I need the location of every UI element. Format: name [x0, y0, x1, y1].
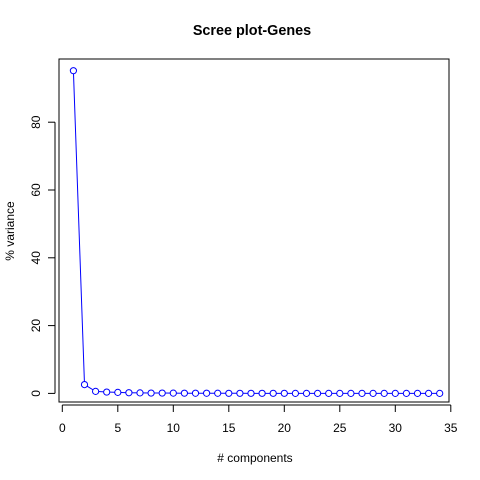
- y-tick-label: 80: [29, 115, 43, 129]
- data-point: [69, 67, 78, 75]
- y-tick-label: 40: [29, 251, 43, 265]
- data-point: [391, 389, 399, 397]
- data-point: [336, 389, 344, 397]
- data-point: [402, 389, 410, 397]
- x-tick-label: 15: [222, 421, 236, 435]
- data-point: [80, 380, 89, 389]
- x-tick-label: 5: [114, 421, 121, 435]
- y-axis: 0 20 40 60 80: [29, 115, 56, 397]
- data-point: [191, 389, 200, 397]
- data-point: [147, 389, 155, 397]
- series-line-group: [72, 70, 440, 394]
- data-point: [436, 389, 444, 397]
- data-point: [269, 389, 277, 397]
- data-point: [169, 389, 177, 397]
- data-point: [291, 389, 299, 397]
- data-point: [380, 389, 388, 397]
- data-point: [369, 389, 377, 397]
- x-tick-label: 20: [278, 421, 292, 435]
- plot-frame: [58, 58, 450, 403]
- data-point: [125, 389, 133, 397]
- data-point: [247, 389, 255, 397]
- data-point: [347, 389, 355, 397]
- data-point: [180, 389, 188, 397]
- data-point: [314, 389, 322, 397]
- chart-title: Scree plot-Genes: [193, 23, 311, 39]
- data-point: [302, 389, 311, 397]
- series-points-group: [69, 67, 444, 397]
- data-point: [413, 389, 422, 397]
- y-tick-label: 60: [29, 183, 43, 197]
- x-tick-label: 10: [167, 421, 181, 435]
- data-point: [136, 389, 144, 397]
- x-axis: 0 5 10 15 20 25 30 35: [59, 404, 458, 435]
- data-point: [358, 389, 366, 397]
- series-line: [72, 70, 440, 394]
- x-tick-label: 25: [333, 421, 347, 435]
- y-axis-label: % variance: [3, 201, 17, 261]
- data-point: [225, 389, 233, 397]
- data-point: [92, 387, 100, 395]
- x-tick-label: 35: [444, 421, 458, 435]
- x-tick-label: 0: [59, 421, 66, 435]
- data-point: [103, 388, 111, 396]
- data-point: [425, 389, 433, 397]
- data-point: [325, 389, 333, 397]
- data-point: [236, 389, 244, 397]
- data-point: [203, 389, 211, 397]
- y-tick-label: 0: [29, 390, 43, 397]
- data-point: [214, 389, 222, 397]
- x-tick-label: 30: [389, 421, 403, 435]
- data-point: [114, 388, 122, 396]
- y-tick-label: 20: [29, 319, 43, 333]
- data-point: [280, 389, 288, 397]
- data-point: [158, 389, 166, 397]
- x-axis-label: # components: [217, 451, 292, 465]
- data-point: [258, 389, 266, 397]
